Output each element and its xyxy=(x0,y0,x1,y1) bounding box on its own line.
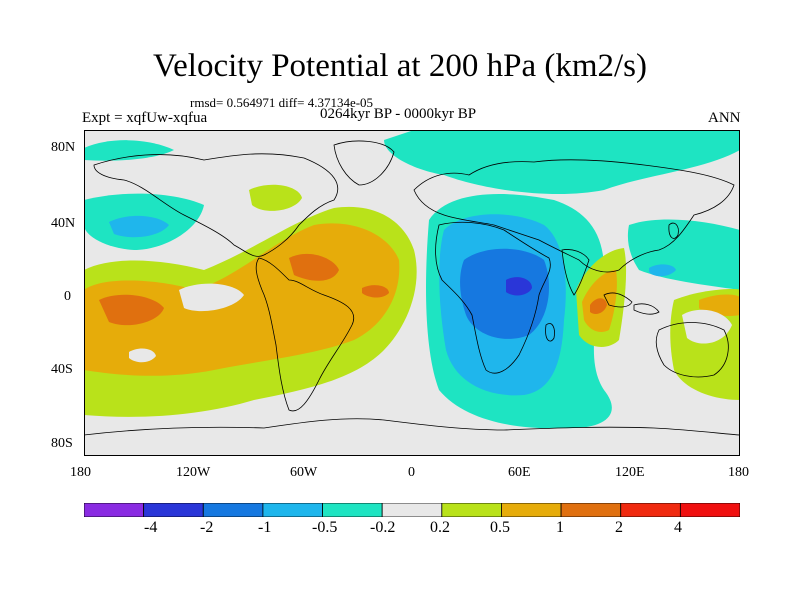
experiment-label: Expt = xqfUw-xqfua xyxy=(82,110,208,126)
coastline-eurasia xyxy=(413,159,735,273)
lon-label-180w: 180 xyxy=(70,465,91,480)
colorbar-label-8: 1 xyxy=(556,519,564,536)
colorbar-cell xyxy=(381,503,443,517)
colorbar-label-7: 0.5 xyxy=(490,519,510,536)
lon-label-0: 0 xyxy=(408,465,415,480)
contour-dark-orange-caribbean xyxy=(289,253,339,281)
stats-text: rmsd= 0.564971 diff= 4.37134e-05 xyxy=(190,95,374,110)
colorbar-label-2: -2 xyxy=(200,519,214,536)
colorbar-label-4: -0.5 xyxy=(312,519,338,536)
lon-label-180e: 180 xyxy=(728,465,749,480)
colorbar-cell xyxy=(441,503,502,517)
contour-blue-west-pacific xyxy=(649,264,676,277)
coastline-australia xyxy=(655,322,729,378)
season-label: ANN xyxy=(708,110,741,126)
colorbar-cell xyxy=(262,503,323,517)
colorbar xyxy=(84,503,740,517)
colorbar-label-9: 2 xyxy=(615,519,623,536)
colorbar-cell xyxy=(679,503,740,517)
contour-dark-orange-indonesia xyxy=(590,298,607,314)
lon-label-60e: 60E xyxy=(508,465,531,480)
contour-dark-orange-atlantic xyxy=(362,285,389,298)
contour-dark-orange-west xyxy=(99,294,164,326)
coastline-india xyxy=(561,249,590,296)
coastline-greenland xyxy=(333,140,395,186)
lon-label-120e: 120E xyxy=(615,465,645,480)
coastline-south-america xyxy=(255,257,355,412)
contour-gray-hole-small xyxy=(129,348,156,363)
colorbar-label-5: -0.2 xyxy=(370,519,396,536)
colorbar-cell xyxy=(322,503,383,517)
contour-dark-blue-core xyxy=(506,277,532,296)
lat-label-0: 0 xyxy=(64,289,71,304)
lon-label-60w: 60W xyxy=(290,465,318,480)
colorbar-cell xyxy=(84,503,145,517)
colorbar-cell xyxy=(202,503,264,517)
coastline-madagascar xyxy=(545,323,555,342)
contour-cyan-arctic-west xyxy=(84,140,174,161)
contour-blue-core xyxy=(460,248,549,339)
lat-label-40s: 40S xyxy=(51,362,73,377)
contour-gray-hole-pacific xyxy=(179,283,244,312)
period-text: 0264kyr BP - 0000kyr BP xyxy=(320,106,477,122)
velocity-potential-map xyxy=(84,130,740,456)
lat-label-80s: 80S xyxy=(51,436,73,451)
colorbar-label-6: 0.2 xyxy=(430,519,450,536)
colorbar-cell xyxy=(620,503,681,517)
lat-label-80n: 80N xyxy=(51,140,76,155)
contour-gray-australia xyxy=(682,309,732,344)
coastline-africa xyxy=(435,221,551,374)
contour-cyan-north xyxy=(384,130,740,195)
lat-label-40n: 40N xyxy=(51,216,76,231)
colorbar-cell xyxy=(501,503,562,517)
contour-green-na xyxy=(249,184,302,211)
colorbar-label-10: 4 xyxy=(674,519,682,536)
map-title: Velocity Potential at 200 hPa (km2/s) xyxy=(152,48,648,84)
coastline-antarctica xyxy=(84,418,740,436)
colorbar-label-1: -4 xyxy=(144,519,158,536)
colorbar-cell xyxy=(560,503,622,517)
coastline-north-america xyxy=(93,153,339,257)
colorbar-label-3: -1 xyxy=(258,519,272,536)
lon-label-120w: 120W xyxy=(176,465,211,480)
coastline-indonesia xyxy=(603,292,660,315)
coastline-japan xyxy=(668,222,679,239)
colorbar-cell xyxy=(143,503,204,517)
coastlines xyxy=(84,140,740,436)
map-frame xyxy=(84,130,740,456)
contour-blue-pacific-north xyxy=(109,215,169,238)
